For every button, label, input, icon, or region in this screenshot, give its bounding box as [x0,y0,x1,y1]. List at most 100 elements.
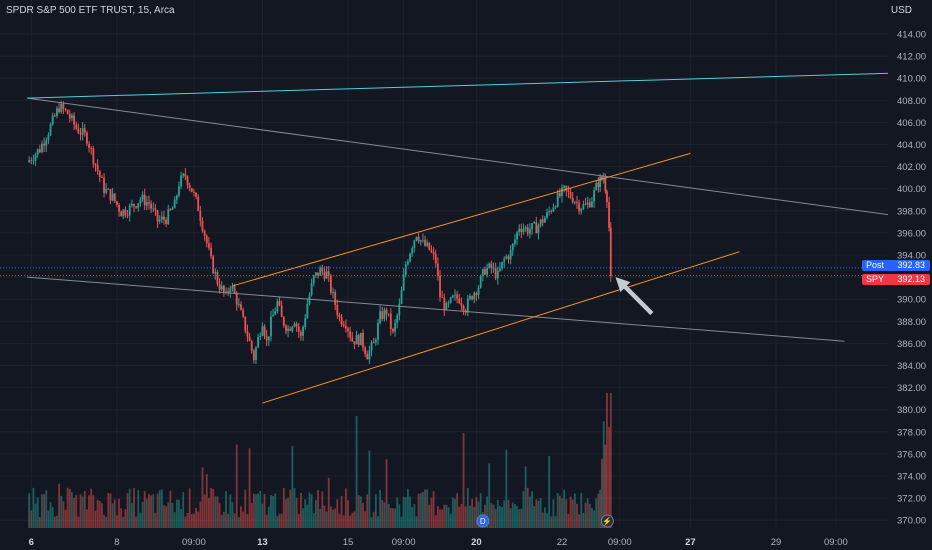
candle-body [392,329,394,332]
candle-body [317,272,319,276]
candle-body [573,201,576,203]
volume-bar [66,487,69,528]
price-tick-label: 400.00 [897,184,926,195]
candle-body [58,108,60,113]
flash-icon[interactable]: ⚡ [600,514,614,528]
candle-body [546,211,548,218]
volume-bar [233,513,236,528]
candle-body [556,192,559,207]
volume-bar [325,511,328,528]
volume-bar [88,495,90,528]
candle-body [396,315,399,323]
candle-body [272,314,274,317]
volume-bar [77,516,80,528]
candle-body [501,261,503,269]
candle-body [297,326,300,333]
volume-bar [516,506,518,528]
candle-body [293,323,296,327]
candle-body [368,350,371,360]
drawn-trendlines[interactable] [0,72,909,404]
candle-body [490,263,493,269]
candle-body [496,270,499,279]
candle-body [154,208,157,211]
volume-bar [107,493,110,528]
candle-body [265,336,268,341]
volume-bar [248,448,251,528]
candle-body [466,298,469,313]
candle-body [184,174,187,177]
volume-bar [582,512,585,528]
volume-bar [175,499,178,528]
volume-bar [336,499,339,528]
candle-body [216,272,219,285]
time-tick-label: 6 [29,537,34,548]
volume-bar [327,477,330,528]
event-markers[interactable]: D ⚡ [476,514,614,528]
candle-body [479,275,482,288]
candle-body [115,201,118,205]
candle-body [563,185,566,188]
candle-body [252,350,255,361]
volume-bar [150,495,153,528]
price-tick-label: 402.00 [897,162,926,173]
spy-tag-value: 392.13 [897,273,925,284]
candle-body [441,297,444,298]
volume-bar [609,393,612,528]
candle-body [137,203,140,208]
volume-bar [220,514,223,528]
candle-body [332,292,334,293]
candle-body [68,114,71,119]
time-axis[interactable]: 6 8 09:00 13 15 09:00 20 22 09:00 27 29 09:00 [0,530,932,550]
marker-label: ⚡ [602,516,612,526]
candle-body [186,176,189,186]
candle-body [584,204,587,205]
volume-bar [173,512,176,528]
volume-bar [109,493,112,528]
volume-bar [225,491,227,528]
candle-body [257,337,260,348]
candle-body [499,268,501,271]
volume-bar [240,506,242,528]
candle-body [509,250,512,260]
candle-body [60,103,63,113]
volume-bar [293,488,296,528]
dividend-icon[interactable]: D [476,514,490,528]
volume-bar [576,503,578,528]
candle-body [160,216,163,220]
candle-body [471,295,474,300]
volume-bar [229,494,232,528]
candle-body [62,103,65,109]
volume-bar [392,508,394,528]
symbol-title[interactable]: SPDR S&P 500 ETF TRUST, 15, Arca [6,5,175,16]
candle-body [133,203,135,207]
candle-body [190,188,193,192]
volume-bar [573,493,576,528]
candle-body [514,239,516,244]
candle-body [109,189,112,201]
volume-bar [145,498,148,528]
volume-bar [291,446,294,528]
candle-body [349,331,352,338]
candle-body [49,124,52,136]
candle-body [90,147,93,149]
candle-body [208,243,210,248]
candle-body [334,292,337,306]
volume-bar [499,506,501,528]
candle-body [237,304,240,306]
volume-bar [156,493,159,528]
candle-body [604,178,607,192]
volume-bar [212,489,215,528]
candle-body [43,143,46,146]
descending-trendline-upper [26,97,909,218]
candle-body [124,209,127,215]
candle-body [601,176,603,180]
candle-body [516,232,518,240]
time-tick-label: 27 [685,537,696,548]
candle-body [113,193,116,202]
candle-body [362,332,364,348]
volume-bar [422,491,424,528]
volume-bar [359,496,362,528]
volume-bar [111,503,114,528]
price-tick-label: 414.00 [897,30,926,41]
